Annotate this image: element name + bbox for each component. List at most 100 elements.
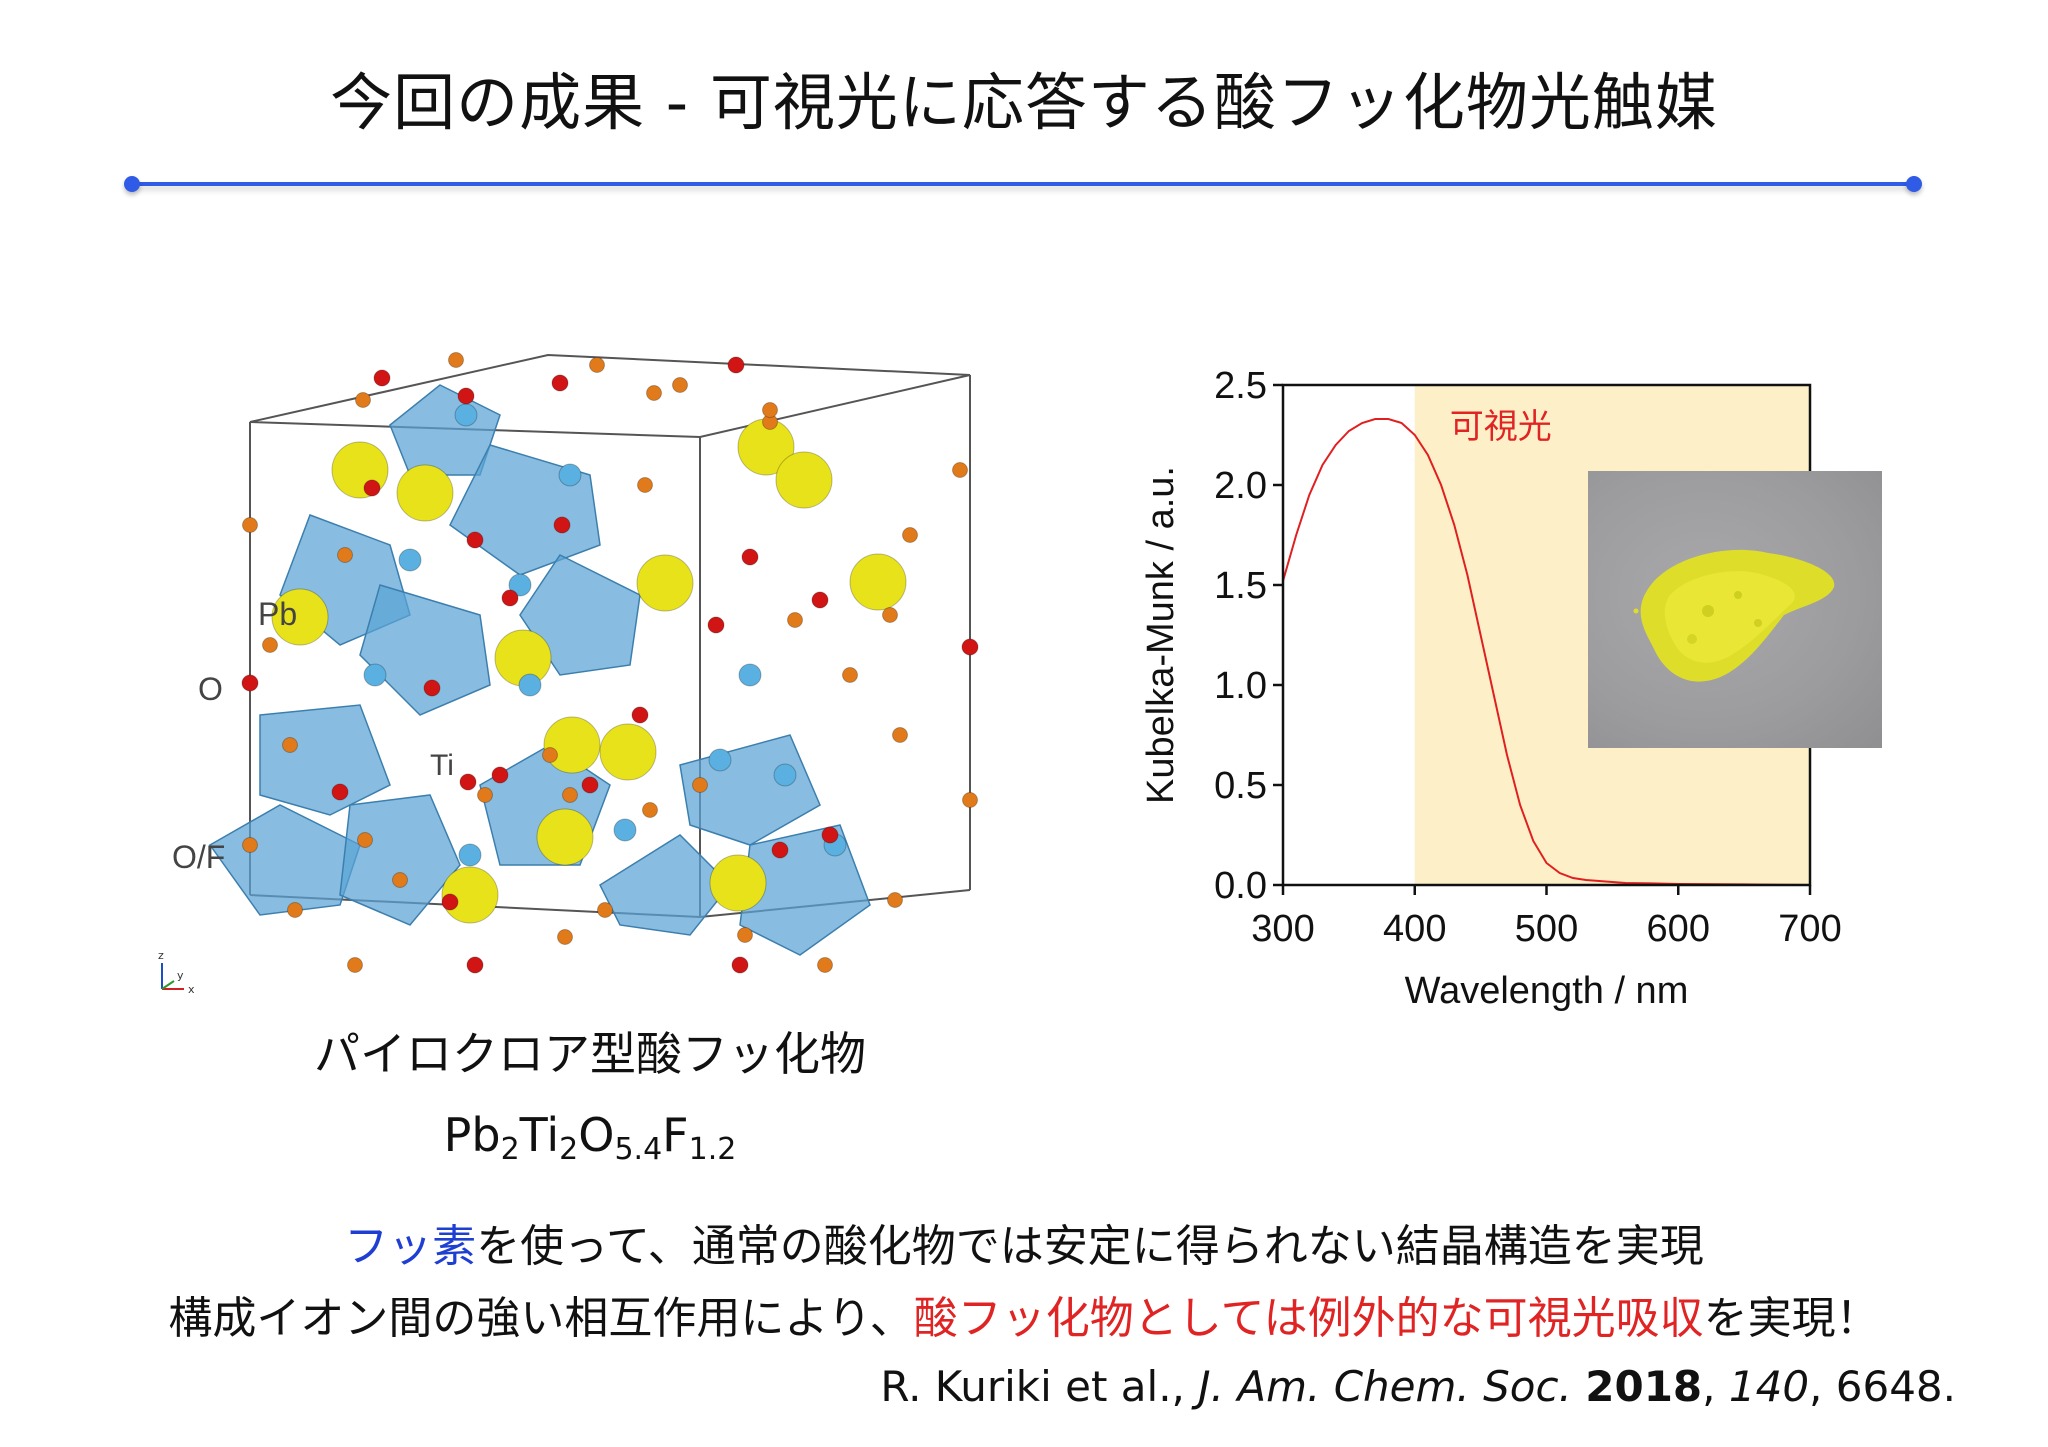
of-atom (737, 927, 753, 943)
pb-atom (849, 553, 907, 611)
of-atom (347, 957, 363, 973)
yellow-powder-photo (1588, 471, 1882, 748)
x-tick-label: 700 (1778, 908, 1841, 950)
citation-year: 2018 (1585, 1362, 1703, 1411)
ti-atom (398, 548, 422, 572)
citation-pages: 6648. (1835, 1362, 1956, 1411)
axis-y-label: y (177, 969, 184, 982)
summary-line-2-start: 構成イオン間の強い相互作用により、 (168, 1293, 914, 1344)
summary-line-2-end: を実現！ (1703, 1293, 1880, 1344)
of-atom (557, 929, 573, 945)
pb-atom (775, 451, 833, 509)
y-axis-ticks: 0.0 0.5 1.0 1.5 2.0 2.5 (1214, 365, 1283, 907)
o-atom (553, 516, 571, 534)
pb-atom (396, 464, 454, 522)
o-atom (731, 956, 749, 974)
of-atom (542, 747, 558, 763)
ti-atom (363, 663, 387, 687)
o-atom (423, 679, 441, 697)
o-atom (961, 638, 979, 656)
formula-el1: Pb (443, 1108, 501, 1162)
of-atom (355, 392, 371, 408)
of-label: O/F (172, 839, 225, 875)
spectrum-line (1282, 418, 1811, 886)
formula-el4: F (662, 1108, 689, 1162)
citation-volume: 140 (1728, 1362, 1810, 1411)
o-atom (771, 841, 789, 859)
o-atom (727, 356, 745, 374)
summary-line-2: 構成イオン間の強い相互作用により、酸フッ化物としては例外的な可視光吸収を実現！ (0, 1282, 2048, 1346)
formula-n4: 1.2 (688, 1132, 737, 1167)
o-atom (457, 387, 475, 405)
of-atom (962, 792, 978, 808)
y-tick-label: 2.0 (1214, 465, 1267, 507)
structure-caption: パイロクロア型酸フッ化物 (314, 1027, 866, 1081)
of-atom (892, 727, 908, 743)
x-tick-label: 600 (1647, 908, 1710, 950)
y-tick-label: 0.0 (1214, 865, 1267, 907)
ti-octahedron (339, 794, 461, 926)
ti-octahedron (259, 704, 391, 816)
x-tick-label: 300 (1251, 908, 1314, 950)
o-atom (581, 776, 599, 794)
x-tick-label: 500 (1515, 908, 1578, 950)
of-atom (597, 902, 613, 918)
o-atom (631, 706, 649, 724)
formula-el2: Ti (519, 1108, 560, 1162)
of-atom (842, 667, 858, 683)
x-axis-ticks: 300 400 500 600 700 (1251, 885, 1842, 950)
formula-el3: O (578, 1108, 615, 1162)
ti-atom (708, 748, 732, 772)
o-atom (241, 674, 259, 692)
o-atom (741, 548, 759, 566)
divider-line (132, 182, 1914, 186)
of-atom (646, 385, 662, 401)
pb-label: Pb (258, 596, 297, 632)
citation: R. Kuriki et al., J. Am. Chem. Soc. 2018… (880, 1362, 1956, 1411)
o-atom (331, 783, 349, 801)
pb-atom (271, 588, 329, 646)
x-tick-label: 400 (1383, 908, 1446, 950)
chemical-formula: Pb2Ti2O5.4F1.2 (150, 1108, 1030, 1167)
o-atom (821, 826, 839, 844)
y-tick-label: 1.5 (1214, 565, 1267, 607)
ti-atom (508, 573, 532, 597)
ti-octahedron (739, 824, 871, 956)
ti-octahedron (519, 554, 641, 676)
summary-highlight-visible-absorption: 酸フッ化物としては例外的な可視光吸収 (913, 1293, 1704, 1344)
o-atom (491, 766, 509, 784)
ti-atom (558, 463, 582, 487)
o-atom (441, 893, 459, 911)
pb-atom (636, 554, 694, 612)
pb-atom (441, 866, 499, 924)
o-atom (466, 956, 484, 974)
x-axis-label: Wavelength / nm (1405, 970, 1689, 1012)
of-atom (672, 377, 688, 393)
of-atom (242, 517, 258, 533)
y-tick-label: 1.0 (1214, 665, 1267, 707)
ti-atom (518, 673, 542, 697)
visible-light-label: 可視光 (1450, 407, 1552, 447)
o-atom (811, 591, 829, 609)
o-atom (459, 773, 477, 791)
divider-left-dot (124, 176, 140, 192)
o-atom (466, 531, 484, 549)
of-atom (477, 787, 493, 803)
citation-journal: J. Am. Chem. Soc. (1198, 1362, 1572, 1411)
formula-n1: 2 (500, 1132, 520, 1167)
slide-title: 今回の成果 - 可視光に応答する酸フッ化物光触媒 (330, 66, 1718, 139)
formula-n2: 2 (559, 1132, 579, 1167)
of-atom (637, 477, 653, 493)
powder-pile (1633, 549, 1835, 682)
of-atom (357, 832, 373, 848)
atoms (241, 352, 979, 974)
ti-octahedron (359, 584, 491, 716)
crystal-structure-figure: Pb O Ti O/F z y x (158, 352, 979, 996)
of-atom (887, 892, 903, 908)
of-atom (262, 637, 278, 653)
ti-atom (458, 843, 482, 867)
y-axis-label: Kubelka-Munk / a.u. (1140, 466, 1182, 804)
formula-n3: 5.4 (614, 1132, 663, 1167)
of-atom (787, 612, 803, 628)
ti-atom (454, 403, 478, 427)
